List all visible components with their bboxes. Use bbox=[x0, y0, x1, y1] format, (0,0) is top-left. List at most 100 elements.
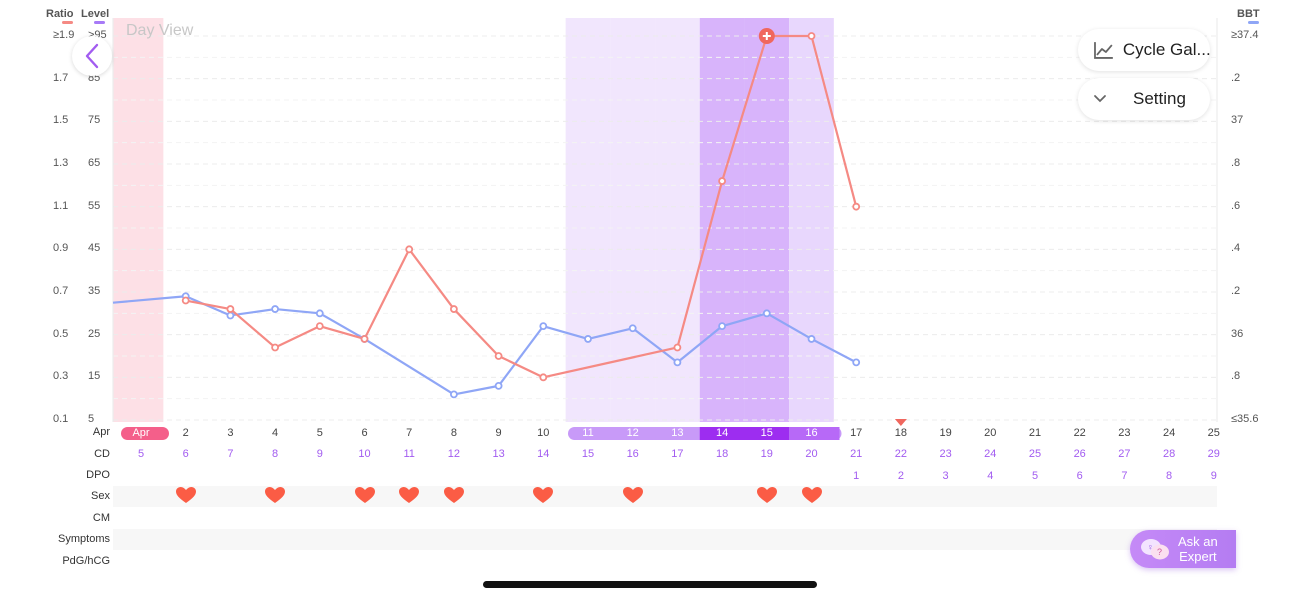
date-cell[interactable]: 8 bbox=[450, 427, 457, 439]
heart-icon[interactable] bbox=[354, 486, 376, 504]
post-peak-date-pill bbox=[789, 427, 840, 440]
cd-cell[interactable]: 29 bbox=[1207, 448, 1220, 460]
cd-cell[interactable]: 14 bbox=[537, 448, 550, 460]
fertile-band bbox=[565, 18, 611, 422]
cd-cell[interactable]: 18 bbox=[715, 448, 729, 460]
bbt-tick-label: .2 bbox=[1231, 71, 1241, 84]
cd-cell[interactable]: 13 bbox=[492, 448, 505, 460]
cd-cell[interactable]: 10 bbox=[358, 448, 371, 460]
cycle-gallery-button[interactable]: Cycle Gal... bbox=[1078, 29, 1210, 71]
heart-icon[interactable] bbox=[801, 486, 823, 504]
cd-cell[interactable]: 16 bbox=[626, 448, 639, 460]
date-cell[interactable]: 17 bbox=[850, 427, 863, 439]
heart-icon[interactable] bbox=[622, 486, 644, 504]
dpo-cell[interactable]: 6 bbox=[1076, 470, 1083, 482]
date-cell[interactable]: 7 bbox=[406, 427, 413, 439]
date-cell[interactable]: 24 bbox=[1162, 427, 1176, 439]
cd-cell[interactable]: 24 bbox=[984, 448, 997, 460]
row-label-cm: CM bbox=[92, 512, 110, 524]
cd-cell[interactable]: 21 bbox=[850, 448, 863, 460]
date-cell[interactable]: 18 bbox=[894, 427, 908, 439]
row-stripe bbox=[113, 529, 1217, 550]
cd-cell[interactable]: 17 bbox=[671, 448, 684, 460]
heart-icon[interactable] bbox=[756, 486, 778, 504]
cd-cell[interactable]: 19 bbox=[760, 448, 773, 460]
dpo-cell[interactable]: 5 bbox=[1031, 470, 1039, 482]
date-cell[interactable]: 4 bbox=[272, 427, 279, 439]
cd-cell[interactable]: 27 bbox=[1118, 448, 1131, 460]
ratio-color-chip bbox=[62, 21, 73, 24]
cd-cell[interactable]: 20 bbox=[805, 448, 818, 460]
ask-expert-button[interactable]: ♀ ? Ask an Expert bbox=[1130, 530, 1236, 568]
date-cell[interactable]: 6 bbox=[361, 427, 368, 439]
heart-icon[interactable] bbox=[175, 486, 197, 504]
bbt-tick-label: .8 bbox=[1231, 157, 1241, 169]
cd-cell[interactable]: 28 bbox=[1162, 448, 1176, 460]
highlight-bands bbox=[113, 18, 834, 422]
cd-cell[interactable]: 11 bbox=[403, 448, 415, 460]
level-tick-label: 45 bbox=[88, 242, 101, 255]
dpo-cell[interactable]: 7 bbox=[1121, 470, 1128, 482]
date-cell[interactable]: 16 bbox=[805, 427, 818, 439]
dpo-cell[interactable]: 8 bbox=[1166, 470, 1173, 482]
heart-icon[interactable] bbox=[443, 486, 465, 504]
dpo-cell[interactable]: 9 bbox=[1210, 470, 1217, 482]
bbt-point bbox=[628, 324, 637, 333]
date-cell[interactable]: 22 bbox=[1073, 427, 1086, 439]
date-cell[interactable]: 15 bbox=[760, 427, 773, 439]
date-cell[interactable]: Apr bbox=[132, 427, 150, 439]
date-cell[interactable]: 23 bbox=[1118, 427, 1131, 439]
ask-expert-line2: Expert bbox=[1179, 549, 1217, 564]
cd-cell[interactable]: 9 bbox=[316, 448, 323, 460]
ratio-point bbox=[539, 373, 548, 382]
home-indicator[interactable] bbox=[483, 581, 817, 588]
cd-cell[interactable]: 7 bbox=[227, 448, 234, 460]
bbt-point bbox=[807, 335, 816, 343]
level-tick-label: 55 bbox=[88, 199, 101, 212]
date-cell[interactable]: 14 bbox=[715, 427, 729, 439]
cd-cell[interactable]: 5 bbox=[137, 448, 145, 460]
row-label-pdghcg: PdG/hCG bbox=[62, 555, 110, 567]
date-cell[interactable]: 21 bbox=[1028, 427, 1042, 439]
cd-cell[interactable]: 25 bbox=[1028, 448, 1042, 460]
date-cell[interactable]: 25 bbox=[1207, 427, 1220, 439]
dpo-cell[interactable]: 4 bbox=[987, 470, 994, 482]
dpo-cell[interactable]: 1 bbox=[853, 470, 860, 482]
date-cell[interactable]: 20 bbox=[984, 427, 997, 439]
date-cell[interactable]: 3 bbox=[227, 427, 234, 439]
period-date-pill bbox=[121, 427, 169, 440]
setting-button[interactable]: Setting bbox=[1078, 78, 1210, 120]
cd-cell[interactable]: 15 bbox=[581, 448, 595, 460]
heart-icon[interactable] bbox=[532, 486, 554, 504]
heart-icon[interactable] bbox=[264, 486, 286, 504]
back-button[interactable] bbox=[72, 36, 112, 76]
setting-label: Setting bbox=[1133, 89, 1186, 108]
dpo-cell[interactable]: 2 bbox=[897, 470, 904, 482]
date-cell[interactable]: 13 bbox=[671, 427, 684, 439]
date-cell[interactable]: 5 bbox=[316, 427, 323, 439]
level-tick-label: 5 bbox=[88, 413, 95, 425]
date-cell[interactable]: 2 bbox=[182, 427, 189, 439]
date-cell[interactable]: 9 bbox=[495, 427, 502, 439]
row-label-cd: CD bbox=[94, 448, 110, 460]
dpo-cell[interactable]: 3 bbox=[942, 470, 949, 482]
cd-cell[interactable]: 26 bbox=[1073, 448, 1086, 460]
ratio-header: Ratio bbox=[46, 8, 74, 20]
date-cell[interactable]: 19 bbox=[939, 427, 952, 439]
cd-cell[interactable]: 23 bbox=[939, 448, 952, 460]
cd-cell[interactable]: 8 bbox=[272, 448, 279, 460]
date-cell[interactable]: 10 bbox=[537, 427, 550, 439]
date-cell[interactable]: 11 bbox=[582, 427, 594, 439]
cd-cell[interactable]: 6 bbox=[182, 448, 189, 460]
row-stripe bbox=[113, 486, 1217, 507]
cd-cell[interactable]: 12 bbox=[447, 448, 461, 460]
heart-icon[interactable] bbox=[398, 486, 420, 504]
ratio-point bbox=[315, 322, 324, 331]
ovulation-marker bbox=[894, 419, 907, 426]
ratio-point bbox=[718, 177, 726, 185]
bbt-point bbox=[539, 322, 548, 331]
date-cell[interactable]: 12 bbox=[626, 427, 639, 439]
bbt-point bbox=[584, 335, 592, 343]
cd-cell[interactable]: 22 bbox=[894, 448, 908, 460]
